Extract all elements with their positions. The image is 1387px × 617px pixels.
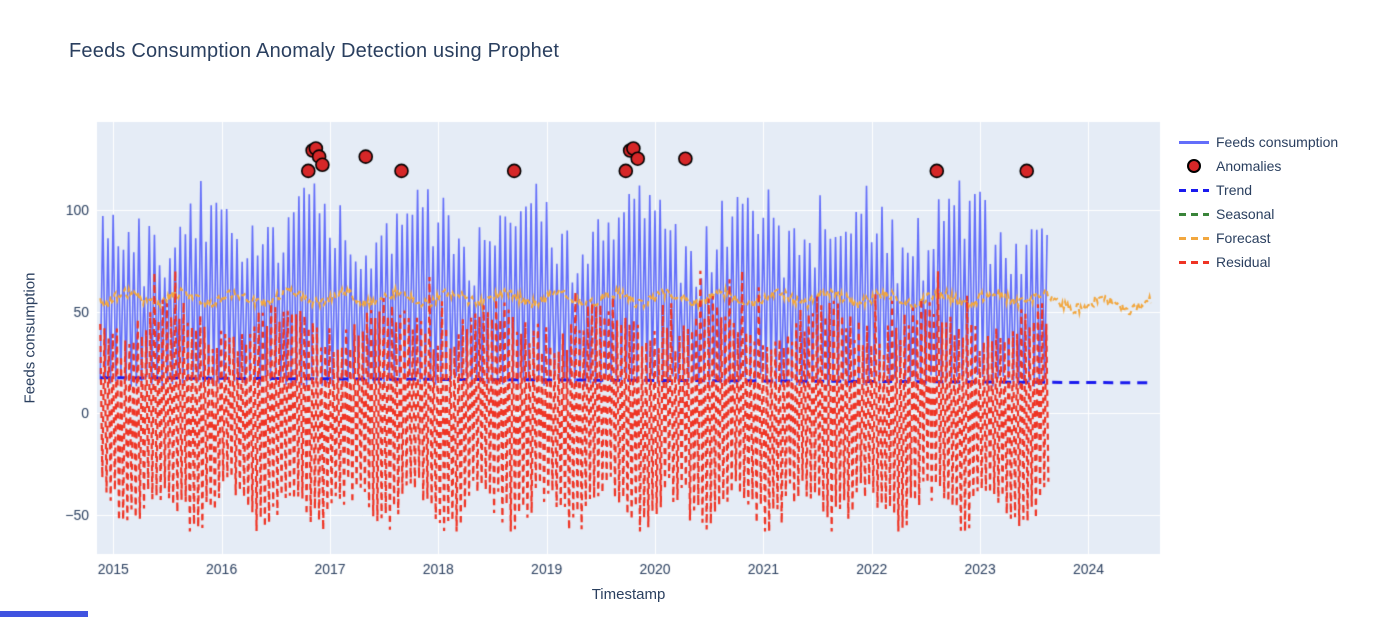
legend-label: Trend: [1216, 182, 1253, 198]
anomalies-marker-icon: [1178, 158, 1210, 174]
legend-label: Residual: [1216, 254, 1271, 270]
legend-item-seasonal[interactable]: Seasonal: [1178, 202, 1338, 226]
legend-item-anomalies[interactable]: Anomalies: [1178, 154, 1338, 178]
legend-label: Forecast: [1216, 230, 1271, 246]
trend-dash-icon: [1178, 182, 1210, 198]
legend: Feeds consumption Anomalies Trend Season…: [1178, 130, 1338, 274]
chart-title: Feeds Consumption Anomaly Detection usin…: [69, 40, 560, 62]
legend-item-forecast[interactable]: Forecast: [1178, 226, 1338, 250]
legend-label: Seasonal: [1216, 206, 1275, 222]
legend-item-feeds-consumption[interactable]: Feeds consumption: [1178, 130, 1338, 154]
corner-fragment: [0, 611, 88, 617]
legend-label: Anomalies: [1216, 158, 1282, 174]
legend-item-residual[interactable]: Residual: [1178, 250, 1338, 274]
x-axis-title: Timestamp: [591, 586, 666, 603]
y-axis-title: Feeds consumption: [21, 272, 39, 404]
residual-dash-icon: [1178, 254, 1210, 270]
feeds-line-icon: [1178, 134, 1210, 150]
legend-label: Feeds consumption: [1216, 134, 1339, 150]
seasonal-dash-icon: [1178, 206, 1210, 222]
legend-item-trend[interactable]: Trend: [1178, 178, 1338, 202]
forecast-dash-icon: [1178, 230, 1210, 246]
